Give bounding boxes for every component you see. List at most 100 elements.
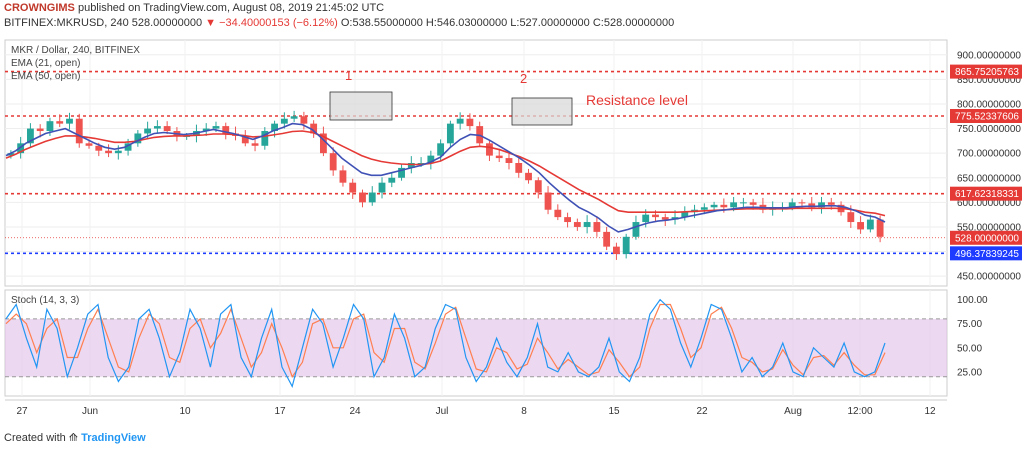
publish-info: CROWNGIMS published on TradingView.com, … bbox=[4, 2, 384, 14]
stoch-tick-label: 100.00 bbox=[957, 295, 988, 306]
candle-body bbox=[603, 231, 611, 247]
candle-body bbox=[388, 177, 396, 183]
candle-body bbox=[212, 126, 220, 129]
x-tick-label: 27 bbox=[16, 406, 28, 417]
price-level-tag bbox=[950, 186, 1022, 201]
candle-body bbox=[808, 203, 816, 208]
main-pane bbox=[4, 39, 948, 287]
tradingview-brand[interactable]: TradingView bbox=[81, 432, 146, 444]
candle-body bbox=[700, 207, 708, 210]
candle-body bbox=[95, 145, 103, 151]
author-name[interactable]: CROWNGIMS bbox=[4, 2, 75, 14]
y-tick-label: 700.00000000 bbox=[957, 149, 1021, 160]
price-level-tag-label: 528.00000000 bbox=[955, 233, 1019, 244]
candle-body bbox=[310, 123, 318, 134]
candle-body bbox=[661, 217, 669, 220]
candle-body bbox=[534, 180, 542, 193]
candle-body bbox=[144, 128, 152, 134]
legend-title: MKR / Dollar, 240, BITFINEX bbox=[11, 45, 140, 56]
candle-body bbox=[339, 170, 347, 183]
candle-body bbox=[17, 143, 25, 154]
x-tick-label: 17 bbox=[274, 406, 286, 417]
candle-body bbox=[827, 202, 835, 205]
ema50-line bbox=[5, 130, 886, 217]
candle-body bbox=[105, 150, 112, 154]
x-tick-label: Jun bbox=[82, 406, 98, 417]
stoch-tick-label: 50.00 bbox=[957, 343, 982, 354]
candle-body bbox=[359, 192, 366, 203]
candle-body bbox=[66, 118, 73, 124]
x-tick-label: Jul bbox=[436, 406, 449, 417]
footer: Created with ⟰ TradingView bbox=[4, 431, 146, 444]
x-tick-label: 12 bbox=[924, 406, 936, 417]
candle-body bbox=[622, 236, 630, 255]
candle-body bbox=[349, 182, 357, 193]
candle-body bbox=[202, 128, 210, 132]
annotation-label-2: 2 bbox=[520, 71, 527, 86]
candle-body bbox=[398, 167, 405, 178]
candle-body bbox=[378, 182, 386, 193]
candle-body bbox=[866, 219, 874, 230]
candle-body bbox=[427, 155, 435, 163]
candle-body bbox=[46, 121, 54, 132]
change-text: ▼ −34.40000153 (−6.12%) bbox=[205, 17, 338, 29]
candle-body bbox=[271, 123, 279, 132]
candle-body bbox=[544, 192, 552, 210]
candle-body bbox=[847, 212, 855, 223]
candle-body bbox=[280, 118, 288, 124]
candle-body bbox=[730, 202, 738, 208]
stoch-tick-label: 25.00 bbox=[957, 367, 982, 378]
x-tick-label: 8 bbox=[521, 406, 527, 417]
candle-body bbox=[681, 212, 689, 218]
candle-body bbox=[75, 118, 83, 144]
price-level-tag bbox=[950, 64, 1022, 79]
candle-body bbox=[642, 214, 650, 223]
candle-body bbox=[446, 123, 454, 144]
y-tick-label: 800.00000000 bbox=[957, 99, 1021, 110]
y-tick-label: 550.00000000 bbox=[957, 222, 1021, 233]
candle-body bbox=[153, 126, 161, 129]
candle-body bbox=[593, 222, 601, 232]
candle-body bbox=[56, 121, 64, 124]
x-tick-label: 15 bbox=[608, 406, 620, 417]
candle-body bbox=[437, 143, 445, 156]
legend-stoch: Stoch (14, 3, 3) bbox=[11, 295, 79, 306]
candle-body bbox=[564, 217, 572, 223]
y-tick-label: 850.00000000 bbox=[957, 75, 1021, 86]
stoch-tick-label: 75.00 bbox=[957, 319, 982, 330]
candle-body bbox=[241, 135, 249, 144]
price-level-tag bbox=[950, 246, 1022, 261]
y-tick-label: 450.00000000 bbox=[957, 272, 1021, 283]
legend-ema50: EMA (50, open) bbox=[11, 71, 80, 82]
x-tick-label: 12:00 bbox=[847, 406, 872, 417]
candle-body bbox=[124, 143, 132, 151]
x-tick-label: 24 bbox=[349, 406, 361, 417]
candle-body bbox=[818, 202, 825, 208]
candle-body bbox=[456, 118, 464, 124]
candle-body bbox=[407, 163, 415, 168]
resistance-label: Resistance level bbox=[586, 92, 688, 108]
candle-body bbox=[134, 133, 142, 144]
candle-body bbox=[788, 202, 796, 208]
candle-body bbox=[26, 128, 34, 144]
y-tick-label: 900.00000000 bbox=[957, 50, 1021, 61]
candle-body bbox=[710, 204, 718, 208]
legend-ema21: EMA (21, open) bbox=[11, 58, 80, 69]
x-tick-label: 10 bbox=[179, 406, 191, 417]
candle-body bbox=[417, 163, 425, 164]
y-tick-label: 600.00000000 bbox=[957, 198, 1021, 209]
candle-body bbox=[652, 214, 659, 218]
created-with-text: Created with bbox=[4, 432, 66, 444]
candle-body bbox=[222, 126, 230, 134]
candle-body bbox=[798, 202, 806, 204]
candle-body bbox=[573, 222, 581, 227]
candle-body bbox=[720, 204, 728, 208]
candle-body bbox=[466, 118, 474, 127]
price-level-tag bbox=[950, 230, 1022, 245]
annotation-box-1 bbox=[329, 91, 393, 121]
candle-body bbox=[876, 219, 884, 237]
candle-body bbox=[251, 143, 259, 146]
candle-body bbox=[329, 153, 337, 171]
symbol-info: BITFINEX:MKRUSD, 240 528.00000000 ▼ −34.… bbox=[4, 17, 674, 29]
